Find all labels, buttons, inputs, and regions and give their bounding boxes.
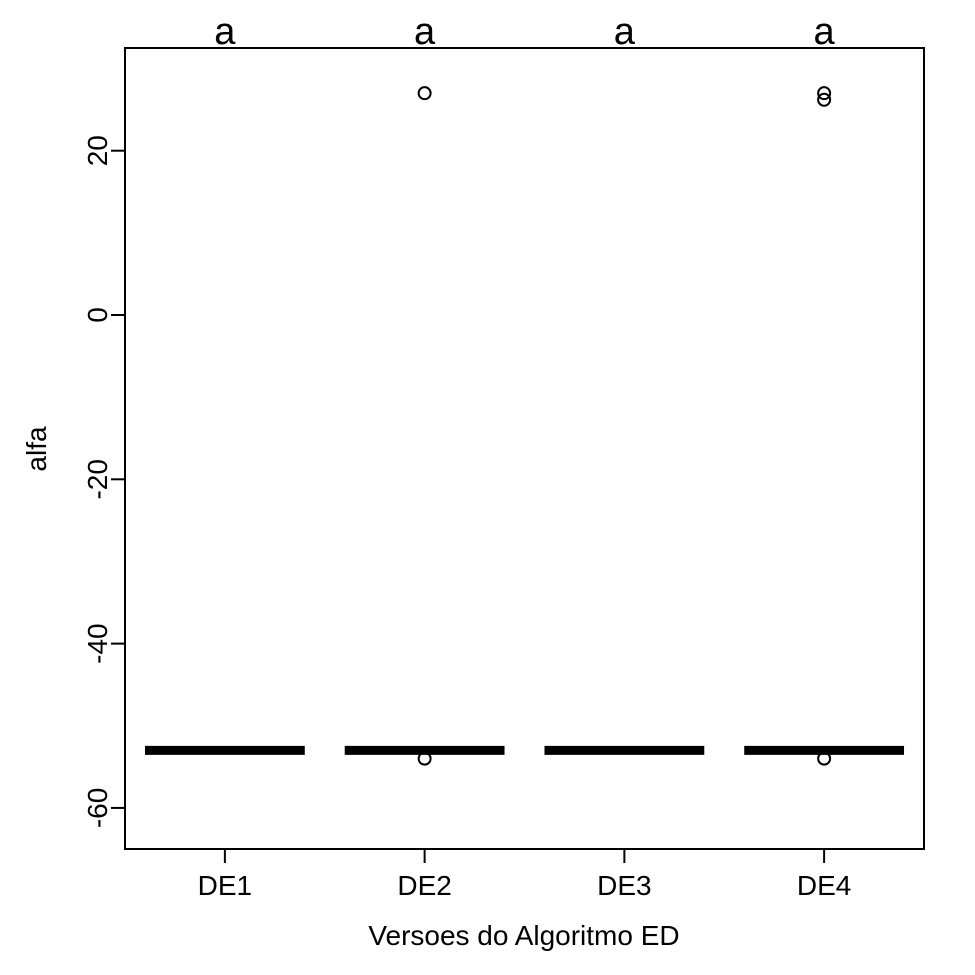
group-letter-label: a <box>214 11 236 53</box>
box-de2 <box>344 86 505 766</box>
x-tick-label: DE1 <box>198 870 252 901</box>
group-letter-label: a <box>814 11 836 53</box>
x-tick-label: DE4 <box>797 870 851 901</box>
outlier-point <box>817 86 832 101</box>
x-axis-title: Versoes do Algoritmo ED <box>368 920 679 951</box>
x-axis: DE1 DE2 DE3 DE4 <box>198 849 851 901</box>
outlier-point <box>417 751 432 766</box>
plot-area-frame <box>124 47 925 850</box>
group-letter-label: a <box>414 11 436 53</box>
y-tick-label: 20 <box>82 135 113 166</box>
box-de4 <box>744 86 905 766</box>
outlier-point <box>817 751 832 766</box>
x-tick-label: DE2 <box>397 870 451 901</box>
y-tick-label: -60 <box>82 788 113 828</box>
y-tick-label: -20 <box>82 459 113 499</box>
box-series <box>144 86 905 766</box>
outlier-point <box>817 92 832 107</box>
outlier-point <box>417 86 432 101</box>
x-tick-label: DE3 <box>597 870 651 901</box>
group-letter-label: a <box>614 11 636 53</box>
y-tick-label: -40 <box>82 623 113 663</box>
y-axis-title: alfa <box>21 426 52 472</box>
y-tick-label: 0 <box>82 307 113 323</box>
y-axis: -60 -40 -20 0 20 <box>82 135 125 828</box>
